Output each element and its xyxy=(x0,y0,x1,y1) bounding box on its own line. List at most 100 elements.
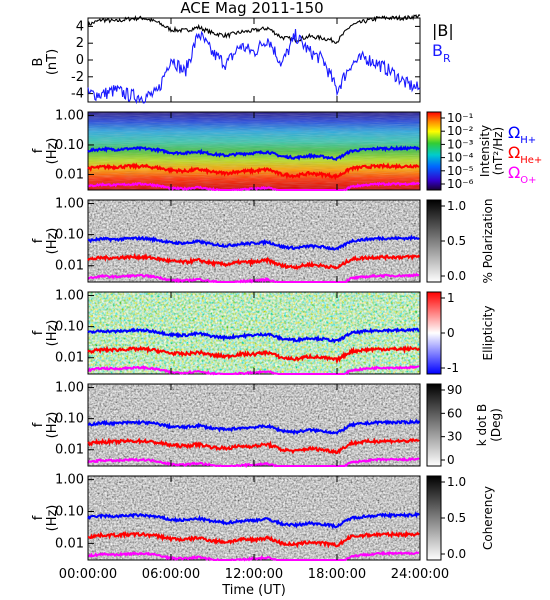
panel-ellipticity-background xyxy=(88,292,420,374)
colorbar-intensity-unit: (nT²/Hz) xyxy=(491,127,505,175)
ytick-label: 0.01 xyxy=(55,536,84,551)
colorbar-ellipticity xyxy=(426,291,442,375)
colorbar-tick-label: 1.0 xyxy=(447,475,466,489)
legend-b-total: |B| xyxy=(432,21,454,40)
ytick-label: 1.00 xyxy=(55,289,84,304)
colorbar-intensity-ticks: 10⁻¹10⁻²10⁻³10⁻⁴10⁻⁵10⁻⁶ xyxy=(441,111,474,191)
panel-coherency-yticks: 1.00 0.10 0.01 xyxy=(55,473,94,551)
colorbar-coherency xyxy=(426,475,442,561)
colorbar-tick-label: 30 xyxy=(447,430,462,444)
colorbar-tick-label: 0.0 xyxy=(447,269,466,283)
gyro-line-he-plus xyxy=(87,437,420,455)
colorbar-k-dot-b-label: k dot B xyxy=(475,404,489,446)
legend-he-plus-sub: He+ xyxy=(520,155,542,166)
colorbar-tick-label: 10⁻¹ xyxy=(447,111,474,125)
colorbar-intensity-label: Intensity xyxy=(478,125,492,177)
colorbar-tick-label: 0.5 xyxy=(447,511,466,525)
ytick-label: 0.10 xyxy=(55,320,84,335)
panel-polarization-background xyxy=(88,200,420,282)
ytick-label: 1.00 xyxy=(55,381,84,396)
colorbar-tick-label: 10⁻³ xyxy=(447,137,474,151)
colorbar-tick-label: 1.0 xyxy=(447,199,466,213)
colorbar-tick-label: 10⁻⁵ xyxy=(447,164,474,178)
panel-k-dot-b: 1.00 0.10 0.01 f (Hz) 90 60 30 0 k dot B (Deg… xyxy=(31,381,503,469)
panel-polarization-yticks: 1.00 0.10 0.01 xyxy=(55,197,94,274)
colorbar-polarization-label: % Polarization xyxy=(481,199,495,284)
ytick-label: 0 xyxy=(76,53,84,68)
colorbar-polarization-ticks: 1.0 0.5 0.0 xyxy=(441,199,466,283)
gyro-line-h-plus xyxy=(87,418,421,436)
panel-k-dot-b-ylabel-unit: (Hz) xyxy=(45,412,60,439)
colorbar-tick-label: 0 xyxy=(447,326,455,340)
ytick-label: 1.00 xyxy=(55,473,84,488)
colorbar-tick-label: 10⁻⁴ xyxy=(447,151,474,165)
xtick-label: 18:00:00 xyxy=(308,567,366,582)
colorbar-tick-label: 1 xyxy=(447,291,455,305)
colorbar-tick-label: 0 xyxy=(447,453,455,467)
ytick-label: 0.10 xyxy=(55,412,84,427)
gyro-line-he-plus xyxy=(87,345,420,365)
colorbar-intensity xyxy=(426,111,442,191)
line-b-r xyxy=(87,28,421,105)
panel-ellipticity-yticks: 1.00 0.10 0.01 xyxy=(55,289,94,366)
panel-intensity: 1.00 0.10 0.01 f (Hz) 10⁻¹10⁻²10⁻³10⁻⁴10⁻⁵… xyxy=(31,108,542,192)
panel-intensity-ylabel: f xyxy=(31,148,46,153)
colorbar-k-dot-b xyxy=(426,383,442,467)
gyro-line-h-plus xyxy=(87,511,420,530)
colorbar-k-dot-b-ticks: 90 60 30 0 xyxy=(441,383,462,467)
legend-o-plus-sub: O+ xyxy=(520,175,536,186)
gyro-line-he-plus xyxy=(88,529,420,549)
panel-coherency-ylabel: f xyxy=(31,515,46,520)
xtick-label: 12:00:00 xyxy=(225,567,283,582)
colorbar-coherency-label: Coherency xyxy=(481,486,495,550)
legend-b-r: BR xyxy=(432,41,451,65)
colorbar-polarization xyxy=(426,199,442,283)
panel-magnetic-field-ylabel: B xyxy=(31,58,46,67)
ytick-label: -2 xyxy=(71,70,84,85)
colorbar-coherency-ticks: 1.0 0.5 0.0 xyxy=(441,475,466,561)
xtick-label: 06:00:00 xyxy=(142,567,200,582)
ytick-label: 2 xyxy=(76,36,84,51)
panel-intensity-ylabel-unit: (Hz) xyxy=(45,138,60,165)
panel-polarization: 1.00 0.10 0.01 f (Hz) 1.0 0.5 0.0 % Polariza… xyxy=(31,197,495,284)
ytick-label: 1.00 xyxy=(55,108,84,123)
panel-magnetic-field-ylabel-unit: (nT) xyxy=(45,49,60,75)
legend-o-plus: ΩO+ xyxy=(508,163,536,186)
x-axis-ticks: 00:00:00 06:00:00 12:00:00 18:00:00 24:00:00 xyxy=(59,18,449,582)
xtick-label: 24:00:00 xyxy=(391,567,449,582)
panel-magnetic-field: 420-2-4 B (nT) |B| BR xyxy=(31,14,454,105)
panel-magnetic-field-yticks: 4 2 0 -2 -4 xyxy=(71,19,420,102)
panel-k-dot-b-background xyxy=(88,384,420,466)
colorbar-tick-label: 10⁻⁶ xyxy=(447,177,474,191)
ytick-label: 0.01 xyxy=(55,259,84,274)
gyro-line-he-plus xyxy=(87,162,420,181)
legend-h-plus: ΩH+ xyxy=(508,123,536,146)
legend-b-r-main: B xyxy=(432,41,443,60)
figure-title: ACE Mag 2011-150 xyxy=(180,0,323,17)
colorbar-tick-label: -1 xyxy=(447,361,459,375)
gyro-line-h-plus xyxy=(87,234,420,251)
gyro-line-h-plus xyxy=(87,144,420,162)
ytick-label: 0.10 xyxy=(55,504,84,519)
panel-polarization-ylabel-unit: (Hz) xyxy=(45,228,60,255)
ytick-label: 0.01 xyxy=(55,351,84,366)
xtick-label: 00:00:00 xyxy=(59,567,117,582)
x-axis-label: Time (UT) xyxy=(221,583,286,598)
colorbar-tick-label: 90 xyxy=(447,383,462,397)
gyro-line-h-plus xyxy=(87,327,420,344)
ytick-label: 0.10 xyxy=(55,138,84,153)
panel-k-dot-b-yticks: 1.00 0.10 0.01 xyxy=(55,381,94,458)
panel-ellipticity-ylabel-unit: (Hz) xyxy=(45,320,60,347)
ytick-label: 0.01 xyxy=(55,443,84,458)
colorbar-k-dot-b-unit: (Deg) xyxy=(489,408,503,442)
legend-he-plus-main: Ω xyxy=(508,143,520,162)
colorbar-tick-label: 60 xyxy=(447,406,462,420)
colorbar-tick-label: 0.5 xyxy=(447,234,466,248)
panel-k-dot-b-ylabel: f xyxy=(31,422,46,427)
legend-o-plus-main: Ω xyxy=(508,163,520,182)
legend-b-r-sub: R xyxy=(443,52,451,65)
panel-ellipticity-ylabel: f xyxy=(31,330,46,335)
legend-he-plus: ΩHe+ xyxy=(508,143,542,166)
ytick-label: 1.00 xyxy=(55,197,84,212)
